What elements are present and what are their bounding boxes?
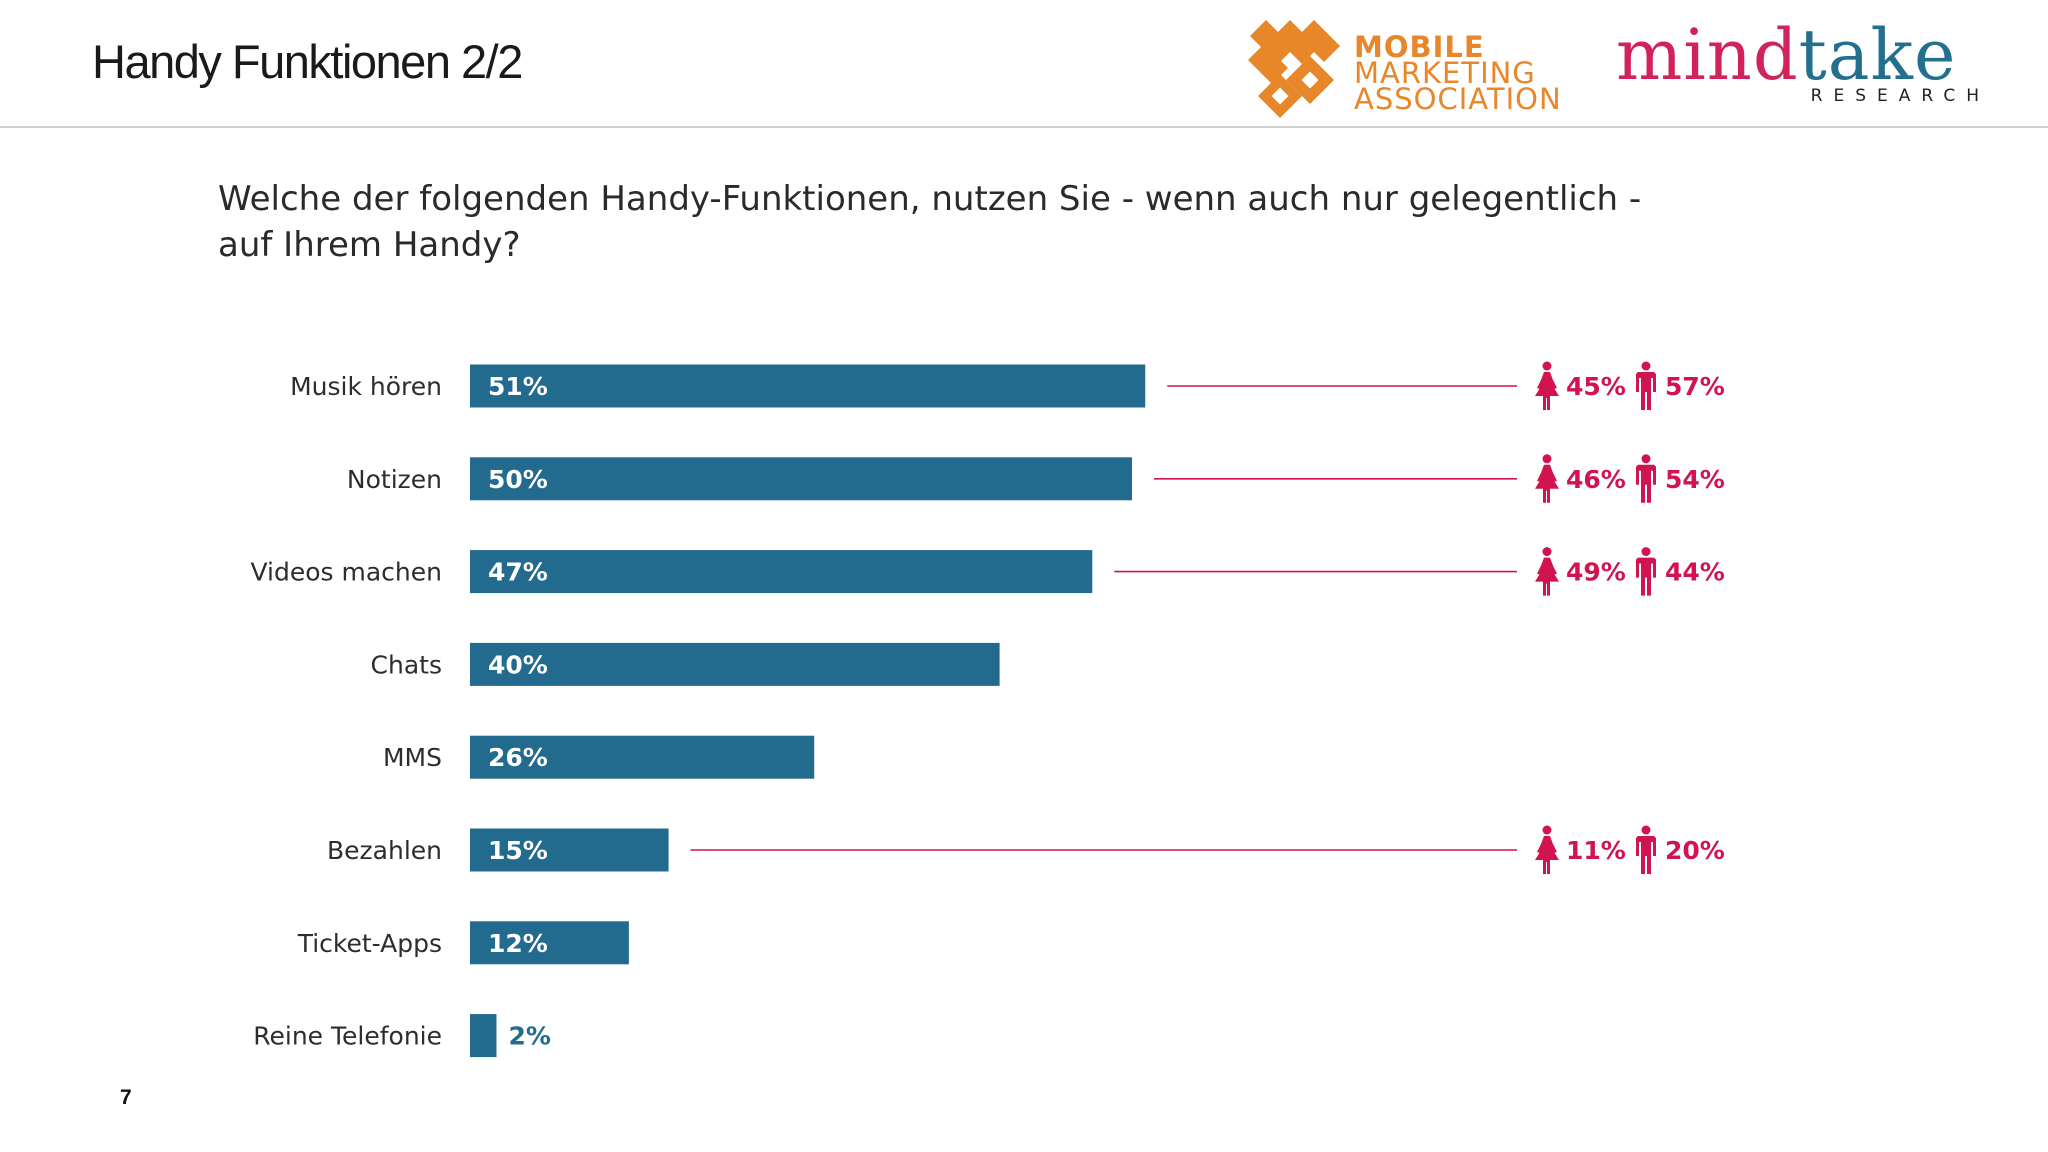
chart-question: Welche der folgenden Handy-Funktionen, n… [218, 179, 1642, 265]
header-divider [0, 126, 2048, 128]
male-value-label: 54% [1665, 465, 1725, 494]
male-icon [1636, 547, 1656, 596]
male-value-label: 20% [1665, 836, 1725, 865]
male-value-label: 44% [1665, 558, 1725, 587]
bar-value-label: 47% [488, 558, 548, 587]
female-icon [1535, 454, 1559, 503]
bar-value-label: 26% [488, 743, 548, 772]
male-icon [1636, 454, 1656, 503]
page-number: 7 [120, 1086, 132, 1109]
bar [470, 828, 669, 872]
category-label: MMS [383, 743, 442, 772]
female-value-label: 45% [1566, 372, 1626, 401]
bar [470, 457, 1132, 501]
mma-logo-mark [1248, 20, 1340, 118]
category-label: Chats [371, 650, 442, 679]
bar [470, 921, 629, 965]
mindtake-logo: mindtake RESEARCH [1616, 14, 2000, 110]
bar-value-label: 2% [508, 1022, 550, 1051]
bar [470, 550, 1093, 594]
male-icon [1636, 825, 1656, 874]
bar [470, 364, 1146, 408]
bar-value-label: 12% [488, 929, 548, 958]
slide-title: Handy Funktionen 2/2 [92, 35, 523, 88]
female-value-label: 11% [1566, 836, 1626, 865]
bar-value-label: 15% [488, 836, 548, 865]
category-label: Reine Telefonie [253, 1022, 442, 1051]
mma-logo: MOBILE MARKETING ASSOCIATION [1244, 14, 1582, 120]
bar [470, 642, 1000, 686]
category-label: Videos machen [250, 558, 442, 587]
bar-value-label: 50% [488, 465, 548, 494]
female-icon [1535, 825, 1559, 874]
category-label: Musik hören [290, 372, 442, 401]
bar [470, 735, 815, 779]
female-value-label: 46% [1566, 465, 1626, 494]
category-label: Ticket-Apps [297, 929, 442, 958]
mma-logo-text: MOBILE MARKETING ASSOCIATION [1354, 30, 1562, 116]
female-value-label: 49% [1566, 558, 1626, 587]
bar-value-label: 51% [488, 372, 548, 401]
category-label: Notizen [347, 465, 442, 494]
mindtake-wordmark: mindtake [1616, 14, 1957, 96]
female-icon [1535, 361, 1559, 410]
bar-value-label: 40% [488, 650, 548, 679]
male-icon [1636, 361, 1656, 410]
bar [470, 1014, 497, 1058]
category-label: Bezahlen [327, 836, 442, 865]
female-icon [1535, 547, 1559, 596]
mindtake-subtitle: RESEARCH [1810, 86, 1990, 106]
male-value-label: 57% [1665, 372, 1725, 401]
